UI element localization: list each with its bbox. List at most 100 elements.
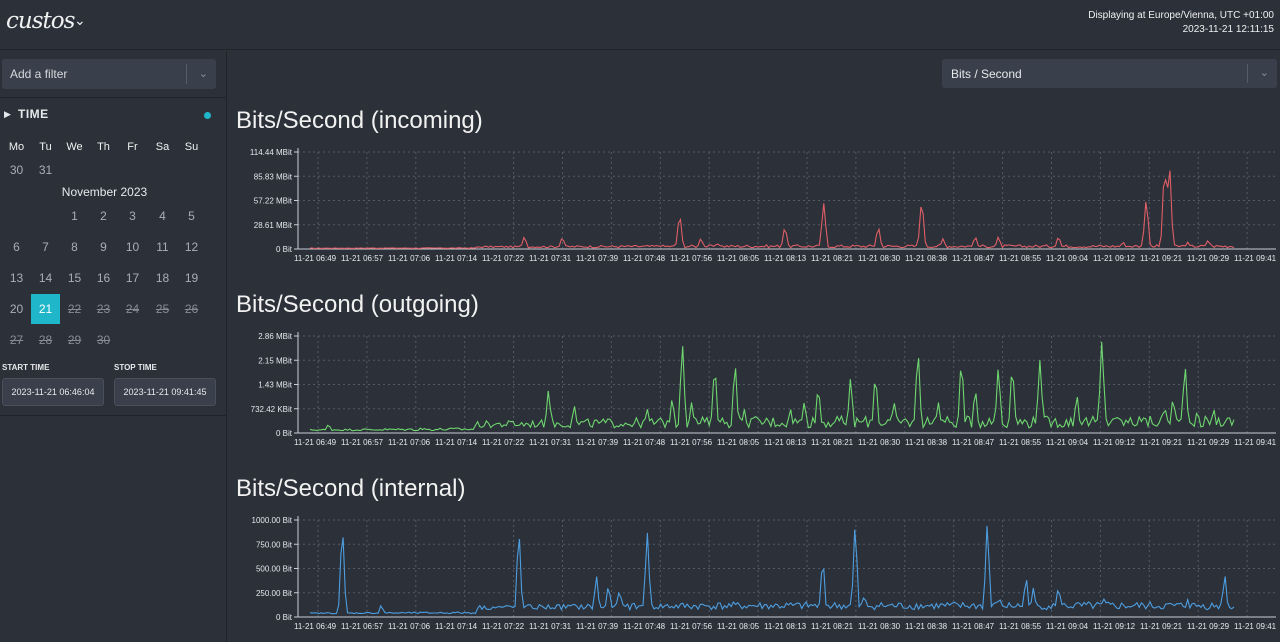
calendar-day[interactable]: 3 <box>129 209 136 223</box>
calendar-day[interactable]: 7 <box>42 240 49 254</box>
calendar-day[interactable]: 19 <box>184 271 199 285</box>
calendar-day[interactable]: 17 <box>125 271 140 285</box>
calendar-day[interactable]: 29 <box>67 333 82 347</box>
stop-time-label: STOP TIME <box>114 363 157 372</box>
weekday-label: Fr <box>127 141 138 153</box>
weekday-label: Su <box>184 141 199 153</box>
calendar-day[interactable]: 5 <box>188 209 195 223</box>
chevron-down-icon[interactable]: ⌄ <box>74 12 86 28</box>
metric-select-value: Bits / Second <box>951 67 1022 81</box>
x-tick-label: 11-21 08:47 <box>952 438 995 447</box>
x-tick-label: 11-21 09:21 <box>1140 438 1183 447</box>
x-tick-label: 11-21 08:47 <box>952 622 995 631</box>
calendar-day[interactable]: 26 <box>184 302 199 316</box>
calendar-day[interactable]: 20 <box>9 302 24 316</box>
top-bar: custos ⌄ Displaying at Europe/Vienna, UT… <box>0 0 1280 50</box>
x-tick-label: 11-21 08:21 <box>811 438 854 447</box>
calendar-day[interactable]: 30 <box>9 163 24 177</box>
x-tick-label: 11-21 08:38 <box>905 438 948 447</box>
x-tick-label: 11-21 07:48 <box>623 438 666 447</box>
x-tick-label: 11-21 08:13 <box>764 254 807 263</box>
add-filter-select[interactable]: Add a filter ⌄ <box>2 59 216 89</box>
series-line <box>310 170 1235 249</box>
chevron-down-icon[interactable]: ⌄ <box>198 68 208 80</box>
x-tick-label: 11-21 07:14 <box>435 438 478 447</box>
calendar-day-selected[interactable]: 21 <box>31 294 60 324</box>
calendar-day[interactable]: 13 <box>9 271 24 285</box>
chart-title-internal: Bits/Second (internal) <box>236 475 466 502</box>
start-time-input[interactable]: 2023-11-21 06:46:04 <box>2 378 104 406</box>
x-tick-label: 11-21 09:04 <box>1046 254 1089 263</box>
x-tick-label: 11-21 08:05 <box>717 438 760 447</box>
x-tick-label: 11-21 06:57 <box>341 622 384 631</box>
x-tick-label: 11-21 09:21 <box>1140 254 1183 263</box>
weekday-label: Mo <box>8 141 25 153</box>
calendar-day[interactable]: 31 <box>38 163 53 177</box>
y-tick-label: 750.00 Bit <box>256 540 293 549</box>
x-tick-label: 11-21 07:39 <box>576 622 619 631</box>
x-tick-label: 11-21 08:05 <box>717 622 760 631</box>
timezone-info: Displaying at Europe/Vienna, UTC +01:00 … <box>1088 9 1274 37</box>
calendar-day[interactable]: 16 <box>96 271 111 285</box>
calendar-day[interactable]: 18 <box>155 271 170 285</box>
calendar-day[interactable]: 24 <box>125 302 140 316</box>
calendar-day[interactable]: 9 <box>100 240 107 254</box>
x-tick-label: 11-21 09:41 <box>1234 438 1277 447</box>
metric-select[interactable]: Bits / Second ⌄ <box>942 59 1277 88</box>
status-dot-icon <box>204 112 211 119</box>
calendar-day[interactable]: 22 <box>67 302 82 316</box>
stop-time-input[interactable]: 2023-11-21 09:41:45 <box>114 378 216 406</box>
x-tick-label: 11-21 08:21 <box>811 254 854 263</box>
x-tick-label: 11-21 09:21 <box>1140 622 1183 631</box>
x-tick-label: 11-21 08:05 <box>717 254 760 263</box>
x-tick-label: 11-21 08:47 <box>952 254 995 263</box>
calendar-day[interactable]: 27 <box>9 333 24 347</box>
calendar-day[interactable]: 6 <box>13 240 20 254</box>
series-line <box>309 525 1235 615</box>
select-separator <box>186 64 187 84</box>
calendar-day[interactable]: 28 <box>38 333 53 347</box>
x-tick-label: 11-21 08:55 <box>999 254 1042 263</box>
x-tick-label: 11-21 07:14 <box>435 622 478 631</box>
calendar-day[interactable]: 8 <box>71 240 78 254</box>
calendar-day[interactable]: 4 <box>159 209 166 223</box>
chart-title-incoming: Bits/Second (incoming) <box>236 107 483 134</box>
y-tick-label: 0 Bit <box>276 429 293 438</box>
x-tick-label: 11-21 07:31 <box>529 438 572 447</box>
series-line <box>309 341 1235 432</box>
x-tick-label: 11-21 07:56 <box>670 622 713 631</box>
x-tick-label: 11-21 07:48 <box>623 622 666 631</box>
x-tick-label: 11-21 06:57 <box>341 438 384 447</box>
sidebar: Add a filter ⌄ ▶ TIME Mo Tu We Th Fr Sa Su 30 31… <box>0 51 227 642</box>
y-tick-label: 114.44 MBit <box>250 148 293 157</box>
calendar-day[interactable]: 25 <box>155 302 170 316</box>
calendar-day[interactable]: 15 <box>67 271 82 285</box>
time-section-header[interactable]: ▶ TIME <box>0 107 226 123</box>
calendar-day[interactable]: 30 <box>96 333 111 347</box>
calendar-day[interactable]: 14 <box>38 271 53 285</box>
x-tick-label: 11-21 06:49 <box>294 622 337 631</box>
calendar-day[interactable]: 23 <box>96 302 111 316</box>
y-tick-label: 1000.00 Bit <box>252 516 293 525</box>
caret-right-icon[interactable]: ▶ <box>4 109 11 119</box>
x-tick-label: 11-21 06:57 <box>341 254 384 263</box>
y-tick-label: 0 Bit <box>276 613 293 622</box>
custos-logo[interactable]: custos <box>6 8 75 34</box>
x-tick-label: 11-21 07:48 <box>623 254 666 263</box>
y-tick-label: 500.00 Bit <box>256 565 293 574</box>
y-tick-label: 0 Bit <box>276 245 293 254</box>
x-tick-label: 11-21 08:38 <box>905 254 948 263</box>
chevron-down-icon[interactable]: ⌄ <box>1259 67 1269 79</box>
x-tick-label: 11-21 07:22 <box>482 622 525 631</box>
calendar-day[interactable]: 2 <box>100 209 107 223</box>
calendar-day[interactable]: 11 <box>156 240 169 254</box>
x-tick-label: 11-21 09:12 <box>1093 438 1136 447</box>
calendar-day[interactable]: 1 <box>71 209 78 223</box>
calendar-day[interactable]: 10 <box>125 240 140 254</box>
calendar-day[interactable]: 12 <box>184 240 199 254</box>
x-tick-label: 11-21 07:39 <box>576 438 619 447</box>
weekday-label: Sa <box>155 141 170 153</box>
y-tick-label: 2.86 MBit <box>258 332 293 341</box>
time-label: TIME <box>18 107 49 121</box>
x-tick-label: 11-21 09:12 <box>1093 622 1136 631</box>
